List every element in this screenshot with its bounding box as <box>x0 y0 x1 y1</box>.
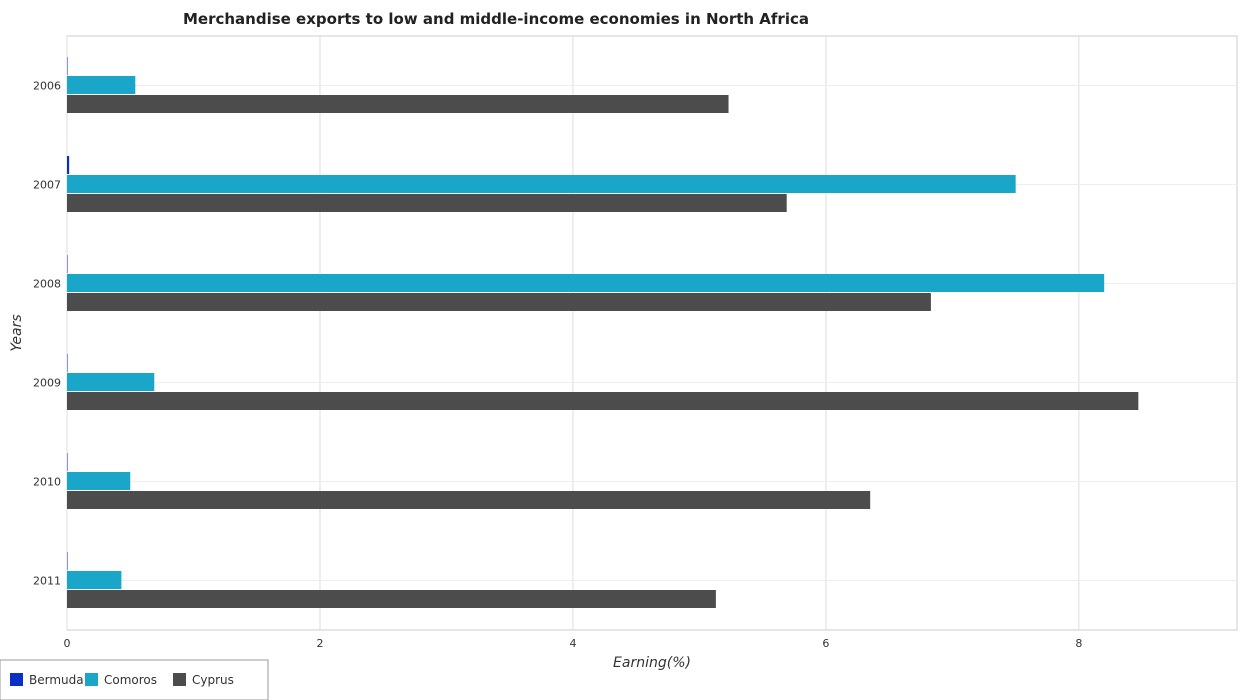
bar-bermuda-2010 <box>67 453 68 471</box>
legend-swatch-bermuda <box>10 673 23 686</box>
bar-cyprus-2010 <box>67 491 871 509</box>
x-tick-label: 2 <box>316 637 323 650</box>
bars <box>67 57 1139 608</box>
bar-comoros-2010 <box>67 472 131 490</box>
y-tick-label: 2010 <box>33 476 61 489</box>
legend-label-bermuda: Bermuda <box>29 673 84 687</box>
chart-title: Merchandise exports to low and middle-in… <box>183 10 809 28</box>
bar-cyprus-2009 <box>67 392 1139 410</box>
y-tick-label: 2008 <box>33 278 61 291</box>
bar-comoros-2008 <box>67 274 1105 292</box>
legend-swatch-cyprus <box>173 673 186 686</box>
legend: Bermuda Comoros Cyprus <box>0 659 269 700</box>
legend-label-cyprus: Cyprus <box>192 673 234 687</box>
x-axis-label: Earning(%) <box>613 655 691 671</box>
x-tick-label: 0 <box>64 637 71 650</box>
legend-label-comoros: Comoros <box>104 673 157 687</box>
bar-bermuda-2008 <box>67 255 68 273</box>
bar-cyprus-2008 <box>67 293 931 311</box>
y-axis-label: Years <box>9 314 25 351</box>
x-tick-label: 8 <box>1075 637 1082 650</box>
bar-comoros-2009 <box>67 373 155 391</box>
bar-cyprus-2011 <box>67 590 716 608</box>
legend-swatch-comoros <box>85 673 98 686</box>
bar-comoros-2006 <box>67 76 136 94</box>
y-tick-label: 2006 <box>33 80 61 93</box>
bar-cyprus-2007 <box>67 194 787 212</box>
y-tick-label: 2007 <box>33 179 61 192</box>
bar-bermuda-2011 <box>67 552 68 570</box>
x-tick-labels: 0 2 4 6 8 <box>64 637 1083 650</box>
bar-comoros-2011 <box>67 571 122 589</box>
bar-comoros-2007 <box>67 175 1016 193</box>
plot-area <box>66 35 1238 631</box>
bar-cyprus-2006 <box>67 95 729 113</box>
bar-bermuda-2007 <box>67 156 70 174</box>
y-tick-label: 2009 <box>33 377 61 390</box>
bar-bermuda-2006 <box>67 57 68 75</box>
bar-bermuda-2009 <box>67 354 68 372</box>
y-tick-labels: 2006 2007 2008 2009 2010 2011 <box>33 80 61 588</box>
x-tick-label: 6 <box>822 637 829 650</box>
legend-box <box>0 659 269 700</box>
y-tick-label: 2011 <box>33 575 61 588</box>
x-tick-label: 4 <box>569 637 576 650</box>
